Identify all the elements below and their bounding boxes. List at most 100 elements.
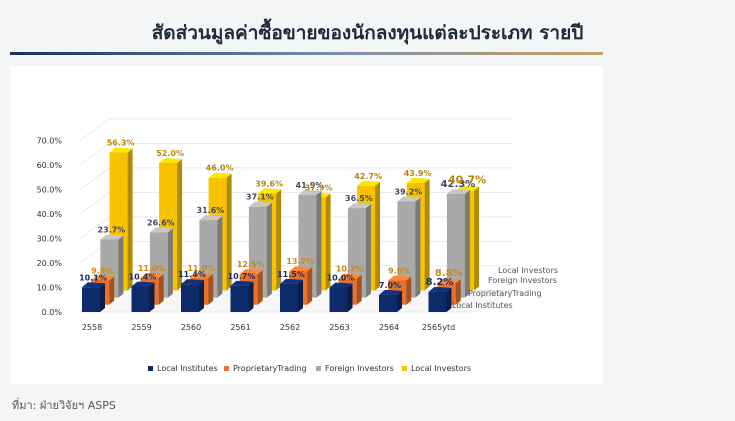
bar-face <box>455 279 461 305</box>
y-tick-label: 50.0% <box>37 186 63 195</box>
bar-face <box>415 197 421 298</box>
bar-chart-3d: 0.0% 10.0% 20.0% 30.0% 40.0% 50.0% 60.0% 70.0% 1… <box>37 118 558 373</box>
data-label: 26.6% <box>147 218 175 227</box>
depth-axis-label: ProprietaryTrading <box>468 289 542 298</box>
x-tick-label: 2563 <box>329 323 349 332</box>
data-label: 11.5% <box>277 270 305 279</box>
data-label: 13.7% <box>286 257 314 266</box>
bar-face <box>226 173 232 291</box>
bar-face <box>230 285 249 312</box>
data-label: 43.9% <box>404 169 432 178</box>
bar-face <box>307 267 313 305</box>
data-label: 23.7% <box>98 226 126 235</box>
data-label: 39.6% <box>255 179 283 188</box>
bar-face <box>446 193 465 298</box>
data-label: 10.4% <box>129 273 157 282</box>
bar-face <box>91 275 115 281</box>
bar-face <box>357 180 381 186</box>
bar-face <box>131 286 150 312</box>
legend-swatch <box>224 366 229 371</box>
legend-label: Local Institutes <box>157 364 218 373</box>
data-label: 7.0% <box>379 281 401 290</box>
data-label: 46.0% <box>206 164 234 173</box>
y-tick-label: 60.0% <box>37 161 63 170</box>
x-tick-label: 2560 <box>181 323 201 332</box>
bar-local-institutes <box>131 281 155 312</box>
bar-face <box>248 281 254 312</box>
x-tick-label: 2561 <box>230 323 250 332</box>
bar-face <box>208 273 214 305</box>
bar-face <box>356 274 362 305</box>
bar-face <box>82 287 100 312</box>
gridline-depth <box>79 143 110 166</box>
bar-face <box>177 159 183 291</box>
legend-swatch <box>402 366 407 371</box>
bar-face <box>329 287 348 312</box>
bar-face <box>428 286 452 292</box>
y-tick-label: 40.0% <box>37 210 63 219</box>
bar-local-institutes <box>230 280 254 312</box>
gridline-depth <box>79 192 110 215</box>
bar-face <box>298 279 303 312</box>
bar-face <box>280 278 303 284</box>
bar-face <box>379 289 402 295</box>
data-label: 9.9% <box>91 267 113 276</box>
bar-face <box>347 203 371 209</box>
legend-label: ProprietaryTrading <box>233 364 307 373</box>
bar-face <box>347 283 353 312</box>
bar-face <box>239 269 263 275</box>
y-tick-label: 30.0% <box>37 235 63 244</box>
bar-face <box>406 177 430 183</box>
bar-face <box>158 273 164 305</box>
data-label: 11.4% <box>178 270 206 279</box>
bar-face <box>181 279 204 285</box>
data-label: 11.0% <box>187 264 215 273</box>
bar-face <box>230 280 254 286</box>
slide-title: สัดส่วนมูลค่าซื้อขายของนักลงทุนแต่ละประเ… <box>151 22 584 44</box>
data-label: 8.2% <box>426 277 454 288</box>
bar-face <box>276 189 282 291</box>
data-label: 39.2% <box>395 188 423 197</box>
bar-face <box>258 188 282 194</box>
depth-axis-label: Foreign Investors <box>488 276 557 285</box>
bar-face <box>257 270 263 305</box>
bar-face <box>289 266 313 272</box>
bar-face <box>464 189 470 298</box>
bar-face <box>190 272 214 278</box>
x-tick-label: 2562 <box>280 323 300 332</box>
bar-face <box>82 282 105 288</box>
data-label: 41.9% <box>296 181 324 190</box>
bar-face <box>397 196 421 202</box>
title-rule <box>10 52 603 55</box>
bar-face <box>375 181 381 291</box>
x-tick-label: 2559 <box>131 323 151 332</box>
data-label: 31.6% <box>197 206 225 215</box>
data-label: 37.1% <box>246 193 274 202</box>
bar-face <box>388 275 412 281</box>
bar-face <box>379 294 397 312</box>
bar-local-institutes <box>428 286 452 312</box>
bar-local-institutes <box>280 278 303 312</box>
data-label: 9.9% <box>388 267 410 276</box>
chart-panel: 0.0% 10.0% 20.0% 30.0% 40.0% 50.0% 60.0% 70.0% 1… <box>10 66 603 384</box>
legend-swatch <box>148 366 153 371</box>
x-tick-label: 2564 <box>379 323 399 332</box>
bar-foreign-investors <box>446 188 470 298</box>
bar-face <box>118 235 124 298</box>
bar-face <box>446 188 470 194</box>
legend-label: Local Investors <box>411 364 471 373</box>
bar-face <box>131 281 155 287</box>
bar-face <box>456 185 480 191</box>
bar-face <box>100 234 124 240</box>
data-label: 10.0% <box>327 274 355 283</box>
bar-face <box>149 282 155 312</box>
bar-face <box>329 282 353 288</box>
bar-face <box>298 189 322 195</box>
y-tick-label: 0.0% <box>42 308 63 317</box>
bar-face <box>199 280 204 312</box>
bar-face <box>248 201 272 207</box>
legend-label: Foreign Investors <box>325 364 394 373</box>
bar-face <box>446 287 452 312</box>
data-label: 52.0% <box>156 149 184 158</box>
bar-local-institutes <box>82 282 105 312</box>
